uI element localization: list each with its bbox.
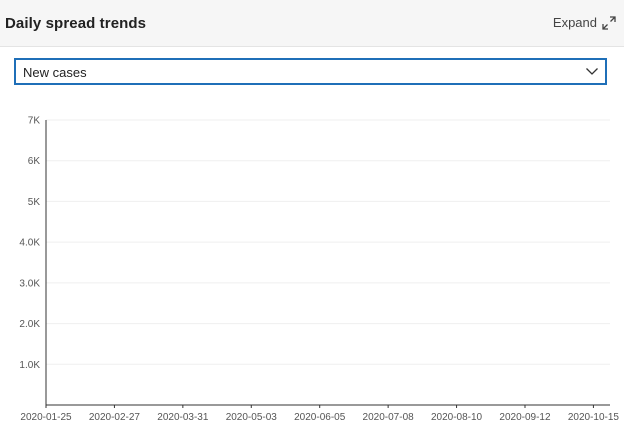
expand-button[interactable]: Expand (553, 15, 616, 30)
y-tick-label: 3.0K (19, 278, 40, 289)
x-tick-label: 2020-01-25 (20, 412, 72, 423)
y-tick-label: 4.0K (19, 238, 40, 249)
x-tick-label: 2020-10-15 (568, 412, 620, 423)
x-tick-label: 2020-06-05 (294, 412, 346, 423)
expand-diagonal-icon (602, 15, 616, 30)
y-tick-label: 6K (28, 156, 41, 167)
chevron-down-icon (586, 68, 598, 75)
x-tick-label: 2020-07-08 (363, 412, 415, 423)
y-tick-label: 1.0K (19, 360, 40, 371)
x-tick-label: 2020-08-10 (431, 412, 483, 423)
panel-header: Daily spread trends Expand (0, 0, 624, 47)
panel-title: Daily spread trends (5, 15, 147, 32)
daily-new-cases-chart: 1.0K 2.0K 3.0K 4.0K 5K 6K 7K 2020-01-25 2020-02-… (19, 116, 619, 424)
y-tick-label: 2.0K (19, 319, 40, 330)
y-tick-label: 7K (28, 116, 41, 127)
y-tick-label: 5K (28, 197, 41, 208)
metric-dropdown-value: New cases (23, 65, 87, 80)
x-tick-label: 2020-09-12 (499, 412, 551, 423)
x-tick-label: 2020-03-31 (157, 412, 209, 423)
metric-dropdown[interactable]: New cases (14, 58, 607, 85)
x-tick-label: 2020-05-03 (226, 412, 278, 423)
chart-axes: 1.0K 2.0K 3.0K 4.0K 5K 6K 7K 2020-01-25 2020-02-… (19, 116, 619, 424)
expand-label: Expand (552, 15, 597, 30)
x-tick-label: 2020-02-27 (89, 412, 141, 423)
chart-gridlines (46, 119, 610, 365)
